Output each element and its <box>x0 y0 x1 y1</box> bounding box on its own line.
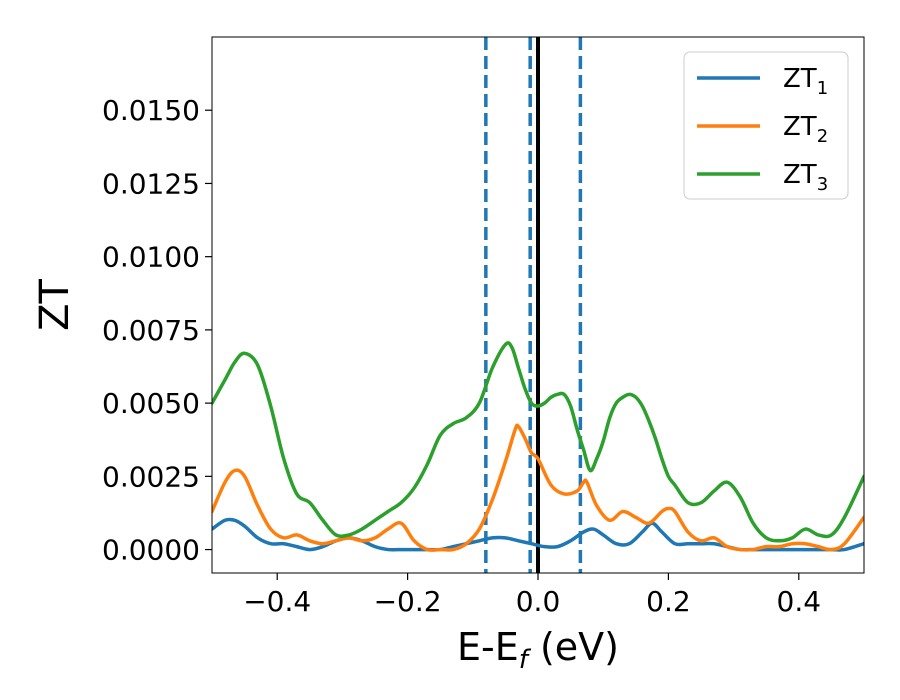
x-tick-label: 0.0 <box>516 585 561 618</box>
y-tick-label: 0.0125 <box>102 167 200 200</box>
y-tick-label: 0.0025 <box>102 460 200 493</box>
y-axis: 0.0000 0.0025 0.0050 0.0075 0.0100 0.0125 0.01… <box>102 94 212 567</box>
x-axis-title-unit: (eV) <box>528 625 619 669</box>
legend-label-zt3: ZT3 <box>783 160 828 195</box>
y-axis-title: ZT <box>32 279 78 331</box>
legend-label-zt1: ZT1 <box>783 64 828 99</box>
series-line-zt3 <box>212 341 864 543</box>
y-tick-label: 0.0100 <box>102 241 200 274</box>
y-tick-label: 0.0050 <box>102 387 200 420</box>
legend-box <box>683 51 849 200</box>
y-tick-label: 0.0000 <box>102 534 200 567</box>
y-tick-label: 0.0150 <box>102 94 200 127</box>
reference-lines <box>484 37 583 573</box>
legend: ZT1 ZT2 ZT3 <box>683 51 849 200</box>
x-axis-title: E-Ef (eV) <box>457 625 619 675</box>
series-line-zt2 <box>212 423 864 552</box>
x-tick-label: −0.2 <box>374 585 442 618</box>
x-tick-label: 0.2 <box>646 585 691 618</box>
legend-label-zt2: ZT2 <box>783 112 828 147</box>
x-tick-label: 0.4 <box>777 585 822 618</box>
x-axis-title-main: E-E <box>457 625 519 669</box>
y-tick-label: 0.0075 <box>102 314 200 347</box>
series-layer <box>212 341 864 552</box>
x-tick-label: −0.4 <box>243 585 311 618</box>
x-axis: −0.4 −0.2 0.0 0.2 0.4 <box>243 573 821 618</box>
